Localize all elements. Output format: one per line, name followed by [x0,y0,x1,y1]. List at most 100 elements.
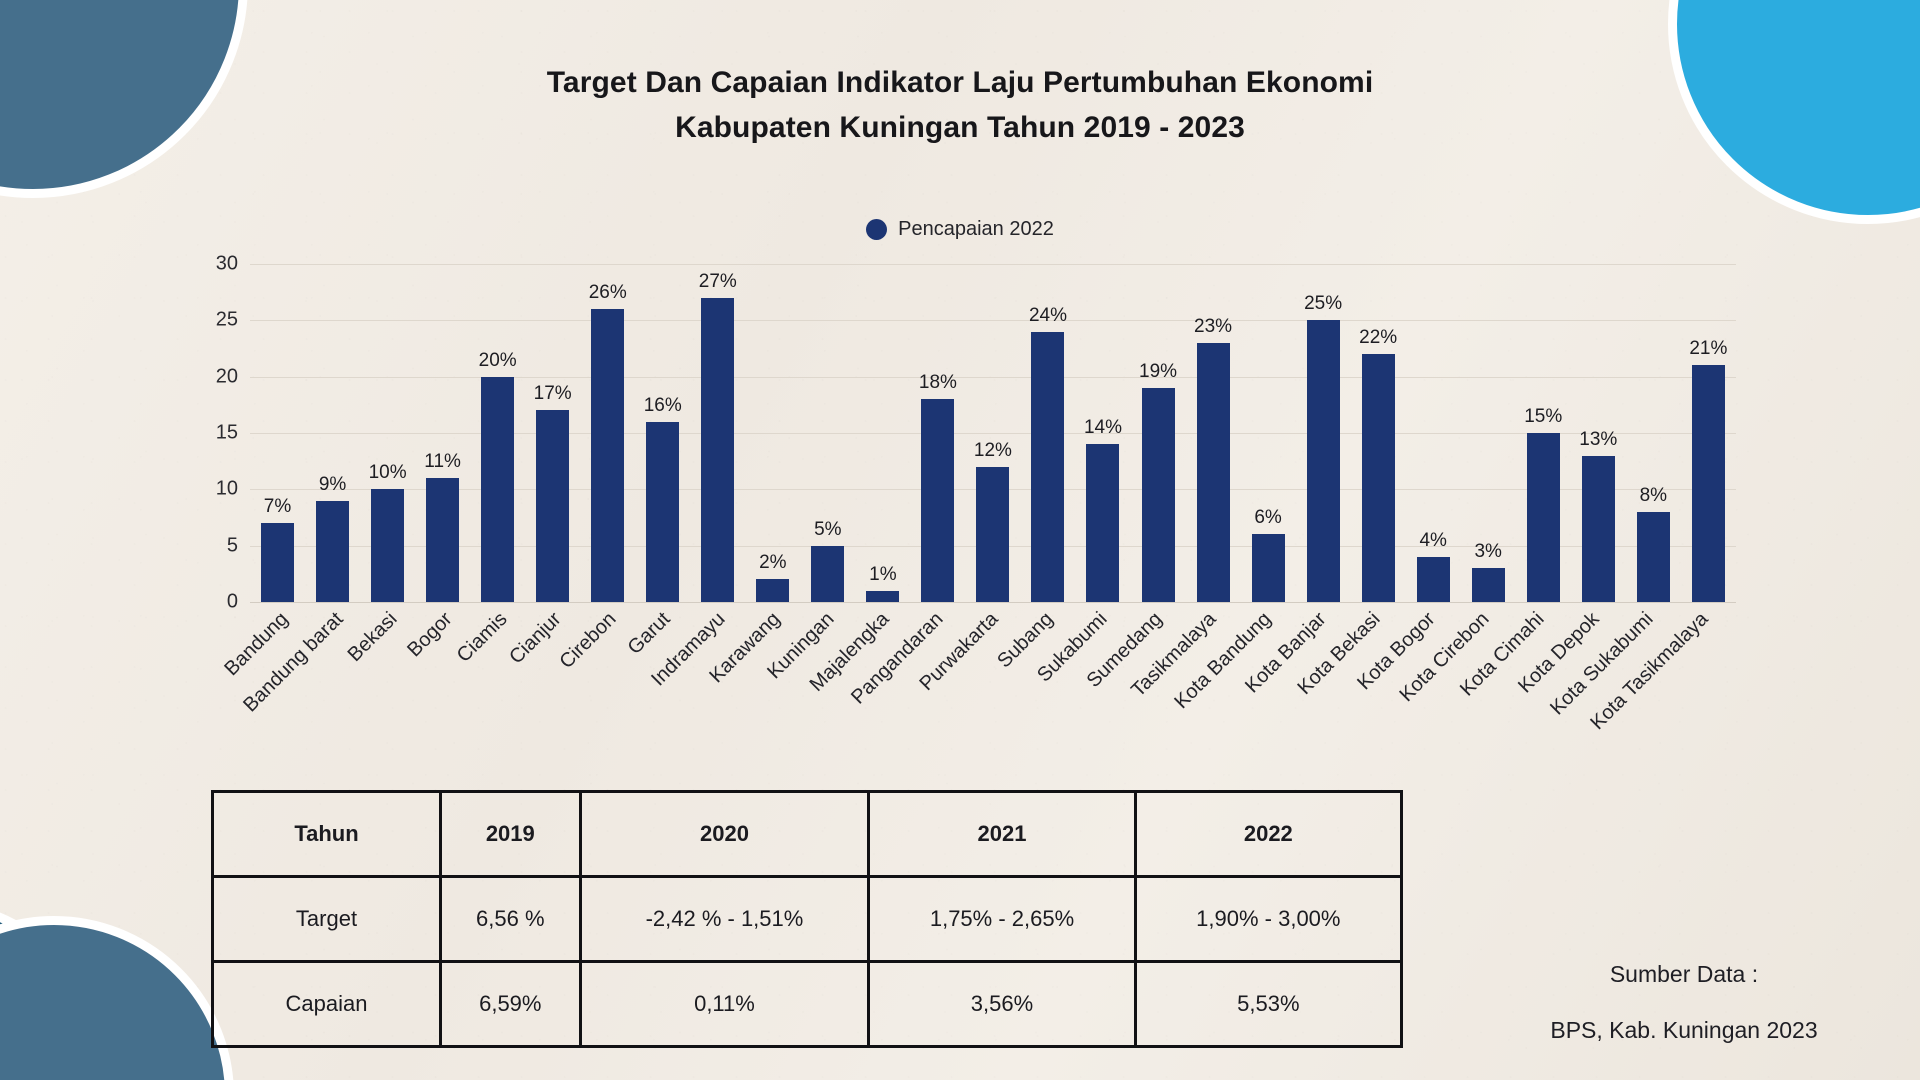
bar[interactable] [1361,354,1395,602]
bar-value-label: 2% [759,552,787,574]
bar-value-label: 21% [1689,338,1728,360]
bar-series: 7% 9% 10% 11% 20% 17% 26% 16% 27% 2% 5% 1% 18% 12% 24%… [250,264,1736,602]
bar[interactable] [866,590,900,602]
x-label-slot: Cianjur [505,608,578,798]
bar-value-label: 1% [869,563,897,585]
bar-value-label: 22% [1359,327,1398,349]
bar[interactable] [1086,444,1120,602]
table-header-cell: 2022 [1133,790,1404,878]
bar-slot: 19% [1131,264,1186,602]
bar[interactable] [701,297,735,602]
source-line-2: BPS, Kab. Kuningan 2023 [1550,1017,1818,1043]
bar[interactable] [1691,365,1725,602]
table-cell: 1,90% - 3,00% [1133,875,1404,963]
y-axis-tick: 15 [215,421,238,444]
bar[interactable] [1141,387,1175,602]
bar[interactable] [1526,433,1560,602]
x-label-slot: Garut [624,608,687,798]
x-label-slot: Sumedang [1082,608,1179,798]
bar[interactable] [536,410,570,602]
x-label-slot: Karawang [705,608,796,798]
x-label-slot: Ciamis [452,608,523,798]
bar-value-label: 4% [1419,529,1447,551]
table-cell: 6,56 % [439,875,582,963]
decorative-circle-bottom-left-slate [0,916,234,1080]
bar-value-label: 3% [1474,541,1502,563]
y-axis-tick: 30 [215,252,238,275]
bar-slot: 10% [360,264,415,602]
bar[interactable] [1636,511,1670,602]
bar[interactable] [811,545,845,602]
bar-slot: 4% [1406,264,1461,602]
x-label-slot: Subang [993,608,1069,798]
table-row-label: Target [211,875,442,963]
y-axis-tick: 0 [226,590,238,613]
bar-value-label: 25% [1304,293,1343,315]
bar[interactable] [921,399,955,602]
bar[interactable] [756,579,790,602]
legend-circle-icon [866,219,888,240]
bar-value-label: 18% [918,372,957,394]
table-cell: 0,11% [578,960,871,1048]
bar[interactable] [1196,342,1230,602]
bar-value-label: 13% [1579,428,1618,450]
table-header-row: Tahun 2019 2020 2021 2022 [211,790,1404,878]
bar-value-label: 23% [1194,315,1233,337]
bar[interactable] [1251,534,1285,602]
source-note: Sumber Data : BPS, Kab. Kuningan 2023 [1504,946,1864,1058]
bar-slot: 2% [745,264,800,602]
table-cell: 5,53% [1133,960,1404,1048]
bar-slot: 21% [1681,264,1736,602]
title-line-1: Target Dan Capaian Indikator Laju Pertum… [546,66,1374,99]
bar-slot: 17% [525,264,580,602]
x-label-slot: Kota Bogor [1353,608,1451,798]
bar-slot: 11% [415,264,470,602]
bar-slot: 25% [1296,264,1351,602]
bar-value-label: 20% [478,349,517,371]
legend-label: Pencapaian 2022 [898,218,1054,240]
source-line-1: Sumber Data : [1609,961,1759,987]
x-label-slot: Indramayu [647,608,742,798]
x-label-slot: Kota Cirebon [1396,608,1506,798]
bar-value-label: 24% [1028,304,1067,326]
bar-slot: 22% [1351,264,1406,602]
bar-slot: 16% [635,264,690,602]
y-axis: 0 5 10 15 20 25 30 [196,253,238,613]
bar[interactable] [1416,556,1450,602]
bar-value-label: 16% [643,394,682,416]
bar[interactable] [976,466,1010,602]
bar[interactable] [646,421,680,602]
bar[interactable] [261,523,295,602]
bar-slot: 14% [1075,264,1130,602]
target-capaian-table: Tahun 2019 2020 2021 2022 Target 6,56 % -2,42 … [211,790,1404,1048]
bar-slot: 27% [690,264,745,602]
bar-slot: 8% [1626,264,1681,602]
y-axis-tick: 10 [215,477,238,500]
bar[interactable] [591,309,625,602]
x-label-slot: Bekasi [344,608,414,798]
bar[interactable] [371,489,405,602]
bar[interactable] [316,500,350,602]
x-label-slot: Kota Bekasi [1294,608,1397,798]
title-line-2: Kabupaten Kuningan Tahun 2019 - 2023 [675,111,1245,144]
bar-slot: 26% [580,264,635,602]
gridline [250,376,1736,378]
table-cell: 1,75% - 2,65% [867,875,1137,963]
bar[interactable] [426,478,460,602]
bar[interactable] [481,376,515,602]
gridline [250,320,1736,322]
bar[interactable] [1581,455,1615,602]
x-label-slot: Kota Banjar [1241,608,1342,798]
y-axis-tick: 25 [215,308,238,331]
x-label-slot: Kota Tasikmalaya [1586,608,1724,798]
bar-slot: 24% [1020,264,1075,602]
bar[interactable] [1471,568,1505,602]
bar-value-label: 19% [1139,360,1178,382]
gridline [250,433,1736,434]
table-header-cell: 2019 [439,790,582,878]
bar-value-label: 26% [588,282,627,304]
bar[interactable] [1031,331,1065,602]
bar[interactable] [1306,320,1340,602]
bar-value-label: 27% [698,270,737,292]
